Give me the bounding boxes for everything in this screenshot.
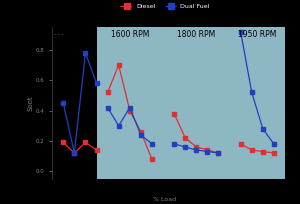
Legend: Diesel, Dual Fuel: Diesel, Dual Fuel bbox=[118, 1, 212, 11]
Bar bbox=[97, 27, 163, 179]
Bar bbox=[163, 27, 230, 179]
Text: 1800 RPM: 1800 RPM bbox=[177, 30, 215, 39]
Bar bbox=[230, 27, 285, 179]
Text: % Load: % Load bbox=[153, 197, 177, 202]
Y-axis label: Soot: Soot bbox=[27, 95, 33, 111]
Text: - - -: - - - bbox=[55, 32, 64, 37]
Text: 1950 RPM: 1950 RPM bbox=[238, 30, 277, 39]
Text: 1600 RPM: 1600 RPM bbox=[111, 30, 149, 39]
